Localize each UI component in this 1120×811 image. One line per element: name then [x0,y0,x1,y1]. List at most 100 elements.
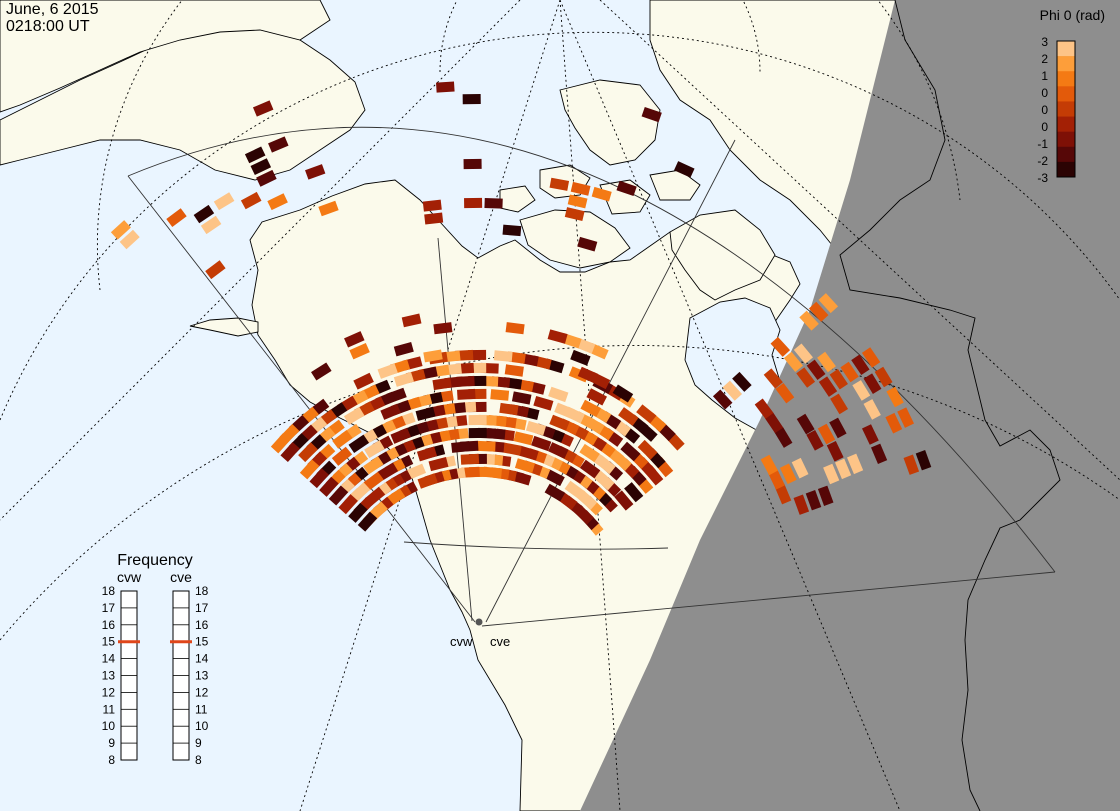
ellesmere-island [559,79,661,166]
backscatter-cell [847,453,864,475]
backscatter-cell [461,466,480,478]
frequency-scale-label: 16 [195,618,209,632]
frequency-scale-label: 16 [102,618,116,632]
backscatter-cell [549,177,570,191]
night-coast-outline [839,0,1061,811]
backscatter-cell [477,440,496,452]
backscatter-cell [570,181,591,196]
backscatter-cell [796,413,815,435]
colorbar-tick-label: 2 [1041,52,1048,66]
backscatter-cell [614,490,634,511]
longitude-line-1 [299,0,561,811]
backscatter-cell [493,350,513,362]
backscatter-cell [393,341,414,357]
backscatter-cell [298,442,318,463]
backscatter-cell [770,336,791,357]
colorbar-swatches [1056,40,1076,178]
backscatter-cell [886,386,904,408]
frequency-scale-label: 9 [195,736,202,750]
backscatter-cell [332,430,353,449]
alaska-peninsula [189,317,259,337]
frequency-scale-label: 17 [195,601,209,615]
backscatter-cell [874,366,893,388]
colorbar-tick-label: 1 [1041,69,1048,83]
backscatter-cell [763,368,783,389]
backscatter-cell [393,371,414,387]
backscatter-cell [364,440,385,459]
colorbar-frame [1056,40,1076,178]
backscatter-cell [674,161,695,178]
backscatter-cell [343,406,365,425]
backscatter-cell [829,417,847,439]
backscatter-cell [544,483,566,502]
backscatter-cell [256,169,277,187]
backscatter-cell [549,414,570,431]
backscatter-cell [579,443,600,463]
backscatter-cell [514,458,536,473]
backscatter-cell [338,494,358,515]
backscatter-cell [863,399,881,420]
longitude-line-3 [559,0,901,811]
colorbar-tick-label: 3 [1041,35,1048,49]
colorbar-swatch [1057,101,1075,117]
backscatter-cell [806,359,826,381]
backscatter-cell [502,224,522,237]
backscatter-cell [817,485,834,506]
backscatter-cell [432,377,452,391]
backscatter-cell [862,424,879,445]
frequency-scale-label: 8 [195,753,202,767]
backscatter-cell [463,158,482,170]
backscatter-cell [861,347,881,368]
frequency-scale-label: 12 [195,685,209,699]
backscatter-cell [805,490,822,511]
backscatter-cell [577,366,599,384]
backscatter-cell [348,434,370,453]
backscatter-cell [793,494,810,515]
backscatter-cell [468,427,487,439]
colorbar-swatch [1057,161,1075,178]
frequency-scale-label: 18 [195,584,209,598]
backscatter-cell [796,367,816,388]
backscatter-cell [817,423,836,445]
backscatter-cell [525,420,547,436]
backscatter-cell [422,199,442,212]
backscatter-cell [377,363,398,379]
backscatter-cell [267,193,288,211]
colorbar-swatch [1057,146,1075,163]
backscatter-cell [511,391,532,405]
backscatter-cell [712,389,733,410]
backscatter-cell [871,443,888,465]
backscatter-cell [799,310,819,331]
radar-site-label-cve: cve [490,634,510,649]
time-label: 0218:00 UT [6,18,90,35]
backscatter-cell [363,471,384,491]
colorbar: Phi 0 (rad) 3 2 1 0 0 0 -1 -2 -3 [1037,7,1105,185]
colorbar-tick-label: -3 [1037,171,1048,185]
frequency-scale-label: 14 [195,652,209,666]
backscatter-cell [586,388,607,406]
frequency-panel: Frequency cvw cve 1817161514131211109818… [102,552,209,767]
backscatter-cell [897,407,914,428]
backscatter-cell [166,208,187,227]
colorbar-tick-labels: 3 2 1 0 0 0 -1 -2 -3 [1037,35,1048,185]
backscatter-cell [417,473,438,489]
backscatter-cell [624,482,644,503]
backscatter-cell [309,468,329,489]
backscatter-cell [548,386,569,403]
backscatter-cell [591,186,612,202]
backscatter-cell [760,454,778,476]
backscatter-cell [829,369,848,390]
backscatter-cell [764,412,784,434]
colorbar-title: Phi 0 (rad) [1040,7,1105,23]
backscatter-cell [377,462,399,481]
backscatter-cell [579,459,601,479]
colorbar-tick-label: 0 [1041,120,1048,134]
frequency-scale-label: 11 [195,702,208,716]
fov-cve-west-beam [485,139,736,623]
backscatter-cell [357,511,378,532]
backscatter-cell [826,441,844,462]
backscatter-cell [348,502,368,523]
backscatter-cell [823,463,840,485]
backscatter-cell [513,431,534,446]
backscatter-cell [380,403,401,420]
